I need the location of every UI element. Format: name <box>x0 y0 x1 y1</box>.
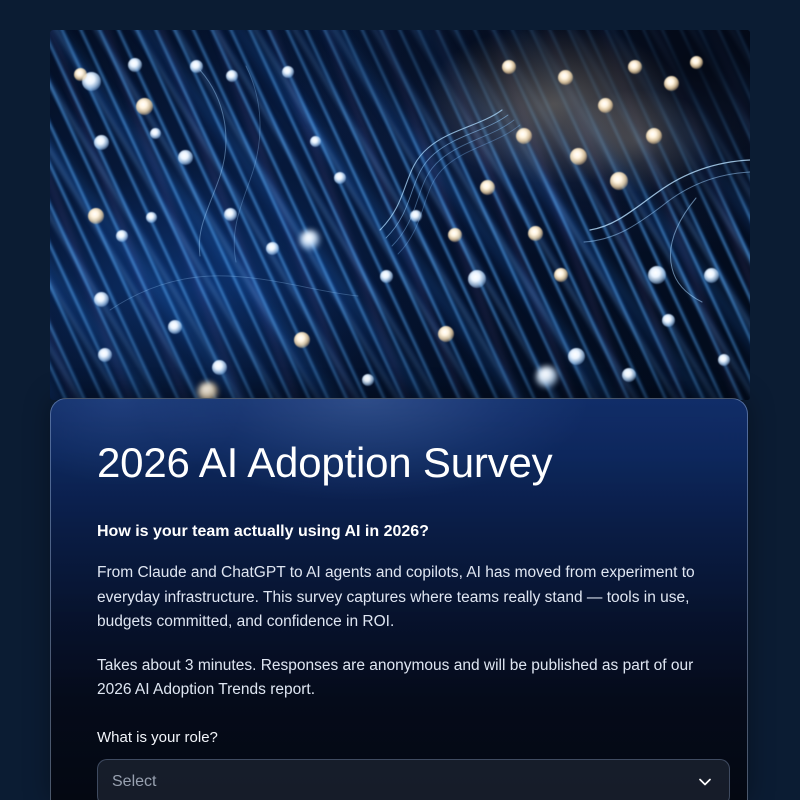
role-select-value: Select <box>112 773 157 791</box>
hero-image <box>50 30 750 400</box>
field-role-select-wrapper: Select <box>97 758 730 800</box>
survey-intro-paragraph-1: From Claude and ChatGPT to AI agents and… <box>97 564 695 631</box>
survey-card: 2026 AI Adoption Survey How is your team… <box>50 398 748 800</box>
role-select[interactable]: Select <box>97 758 730 800</box>
hero-vignette-layer <box>50 30 750 400</box>
hero-filament-curves <box>109 65 750 311</box>
survey-intro-paragraph-2: Takes about 3 minutes. Responses are ano… <box>97 656 694 699</box>
survey-subtitle: How is your team actually using AI in 20… <box>97 523 429 541</box>
hero-warm-glow-layer <box>50 30 750 400</box>
page-title: 2026 AI Adoption Survey <box>97 439 553 486</box>
field-role: What is your role? Select <box>97 728 730 800</box>
field-role-label: What is your role? <box>97 728 218 746</box>
survey-card-content: 2026 AI Adoption Survey How is your team… <box>51 399 747 800</box>
